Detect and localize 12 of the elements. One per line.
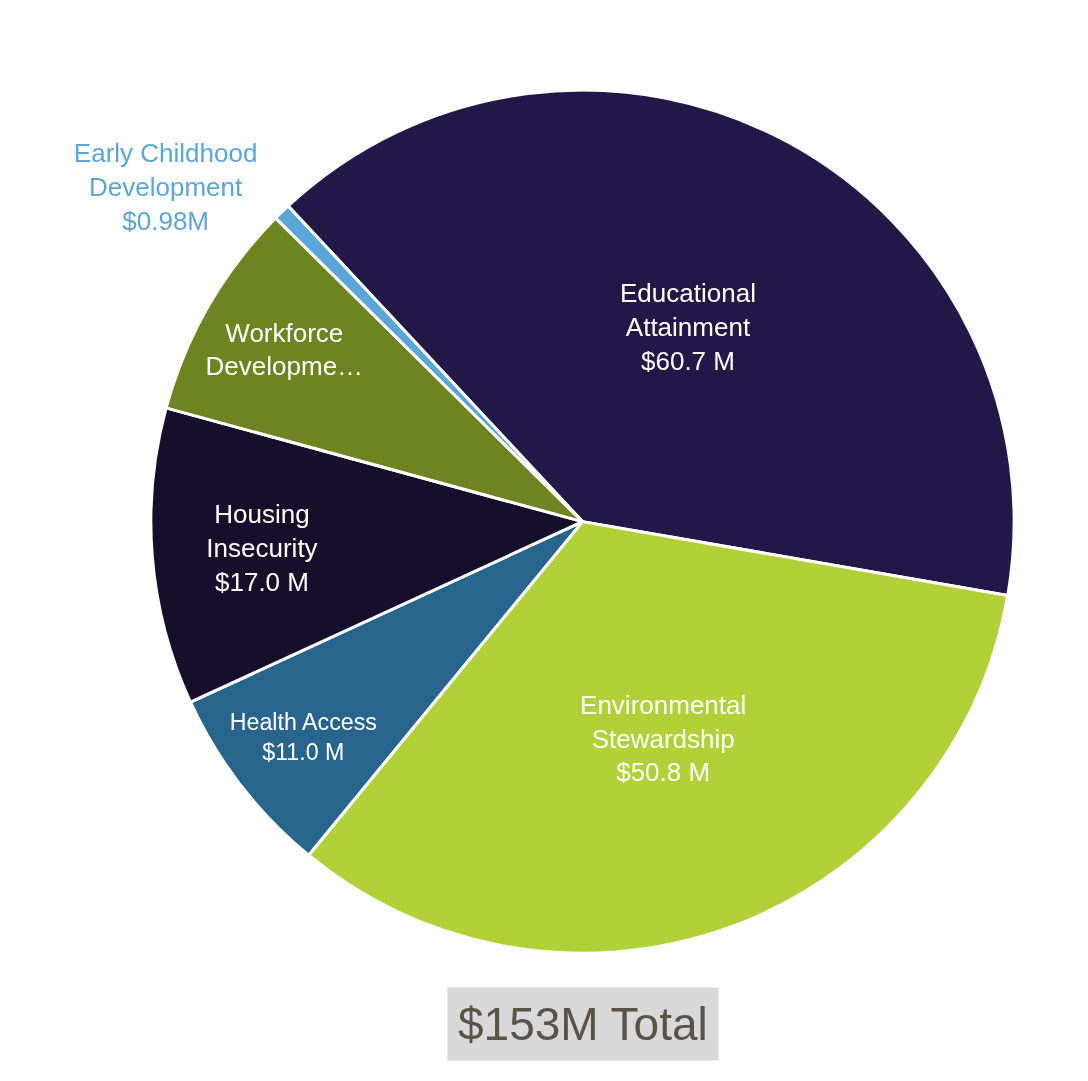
- data-label: $0.98M: [122, 205, 210, 236]
- slice-label: Health Access: [229, 709, 377, 736]
- data-label: $11.0 M: [262, 739, 345, 766]
- slice-label: Educational Attainment: [620, 277, 756, 342]
- data-label: $17.0 M: [214, 566, 309, 597]
- data-label: $50.8 M: [616, 757, 711, 788]
- slice-label: Early Childhood Development: [73, 138, 258, 202]
- slice-label: Environmental Stewardship: [580, 689, 747, 754]
- slice-label: Housing Insecurity: [206, 499, 318, 564]
- text: $153M Total: [458, 998, 708, 1050]
- slice-label: Workforce Developme…: [205, 317, 364, 382]
- data-label: $60.7 M: [640, 345, 735, 376]
